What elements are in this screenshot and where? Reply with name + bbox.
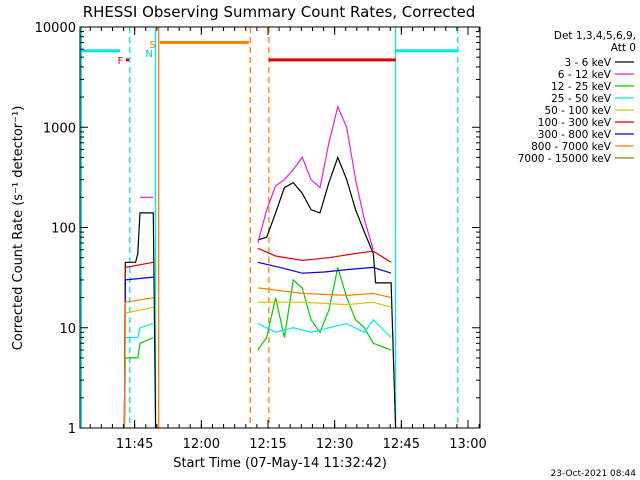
- series-line: [257, 301, 392, 308]
- legend-label: 50 - 100 keV: [544, 105, 611, 117]
- flag-label: S: [149, 40, 155, 51]
- chart-title: RHESSI Observing Summary Count Rates, Co…: [83, 3, 476, 21]
- series-line: [257, 155, 397, 429]
- series-line: [123, 212, 157, 429]
- flag-label: F: [118, 56, 124, 67]
- series-line: [257, 267, 392, 351]
- x-tick-label: 12:00: [183, 437, 220, 452]
- series-line: [257, 104, 374, 250]
- y-axis-label: Corrected Count Rate (s⁻¹ detector⁻¹): [11, 106, 26, 351]
- y-tick-label: 100: [51, 222, 76, 237]
- legend-header: Att 0: [611, 42, 636, 54]
- x-tick-label: 12:30: [316, 437, 353, 452]
- series-line: [257, 261, 392, 274]
- series-line: [257, 247, 392, 263]
- y-tick-label: 1: [68, 422, 76, 437]
- generation-timestamp: 23-Oct-2021 08:44: [551, 469, 637, 479]
- plot-area: F NS: [80, 27, 459, 429]
- flag-marker: [126, 58, 130, 62]
- y-tick-label: 10: [59, 322, 76, 337]
- legend-label: 100 - 300 keV: [538, 117, 612, 129]
- y-tick-label: 1000: [43, 121, 76, 136]
- legend-label: 300 - 800 keV: [538, 129, 612, 141]
- x-axis: 11:45 12:00 12:15 12:30 12:45 13:00: [89, 27, 487, 452]
- x-tick-label: 11:45: [116, 437, 153, 452]
- x-tick-label: 12:15: [249, 437, 286, 452]
- legend-label: 6 - 12 keV: [558, 69, 612, 81]
- x-axis-label: Start Time (07-May-14 11:32:42): [173, 456, 387, 471]
- y-axis: 1 10 100 1000 10000: [35, 21, 480, 437]
- y-tick-label: 10000: [35, 21, 76, 36]
- flag-label: N: [145, 49, 152, 60]
- legend-label: 800 - 7000 keV: [531, 141, 612, 153]
- series-line: [257, 287, 392, 299]
- legend-label: 7000 - 15000 keV: [518, 153, 612, 165]
- legend-label: 12 - 25 keV: [551, 81, 612, 93]
- series-line: [257, 318, 392, 338]
- legend-label: 3 - 6 keV: [564, 57, 611, 69]
- legend-label: 25 - 50 keV: [551, 93, 612, 105]
- series-line: [123, 297, 154, 429]
- x-tick-label: 12:45: [383, 437, 420, 452]
- legend-header: Det 1,3,4,5,6,9,: [554, 30, 636, 42]
- x-tick-label: 13:00: [449, 437, 486, 452]
